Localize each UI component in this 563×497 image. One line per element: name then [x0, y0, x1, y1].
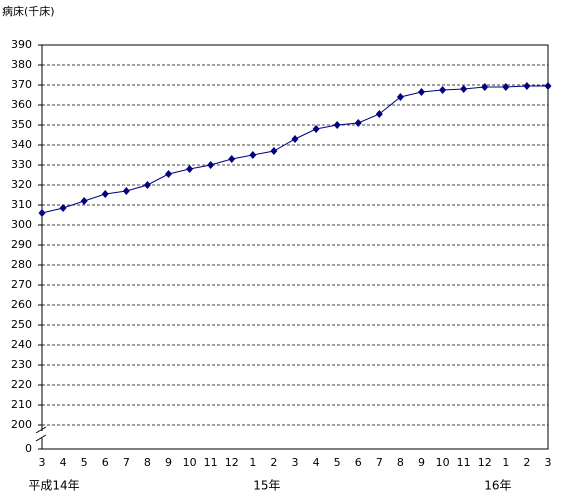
- y-tick-label: 290: [11, 238, 32, 251]
- axis-break: [35, 426, 47, 434]
- marker: [502, 83, 510, 91]
- marker: [291, 135, 299, 143]
- y-tick-label: 380: [11, 58, 32, 71]
- x-tick-label: 3: [39, 456, 46, 469]
- marker: [439, 86, 447, 94]
- x-tick-label: 8: [144, 456, 151, 469]
- x-tick-label: 8: [397, 456, 404, 469]
- marker: [312, 125, 320, 133]
- y-tick-label: 220: [11, 378, 32, 391]
- y-tick-label: 240: [11, 338, 32, 351]
- x-tick-label: 11: [457, 456, 471, 469]
- marker: [165, 170, 172, 178]
- marker: [122, 187, 130, 195]
- x-tick-label: 5: [334, 456, 341, 469]
- y-tick-label: 210: [11, 398, 32, 411]
- marker: [207, 161, 215, 169]
- y-tick-label: 300: [11, 218, 32, 231]
- x-tick-label: 12: [225, 456, 239, 469]
- marker: [481, 83, 489, 91]
- marker: [354, 119, 362, 127]
- y-axis-label: 病床(千床): [2, 4, 55, 18]
- x-group-label: 16年: [484, 479, 511, 493]
- x-tick-label: 4: [60, 456, 67, 469]
- y-tick-label: 320: [11, 178, 32, 191]
- x-tick-label: 7: [123, 456, 130, 469]
- marker: [396, 93, 404, 101]
- y-tick-label: 370: [11, 78, 32, 91]
- x-tick-label: 3: [545, 456, 552, 469]
- y-tick-label: 350: [11, 118, 32, 131]
- x-tick-label: 11: [204, 456, 218, 469]
- y-tick-label: 270: [11, 278, 32, 291]
- marker: [249, 151, 257, 159]
- y-tick-label: 390: [11, 38, 32, 51]
- marker: [38, 209, 46, 217]
- axis-break-gap: [36, 431, 48, 438]
- x-tick-label: 1: [249, 456, 256, 469]
- marker: [333, 121, 341, 129]
- x-tick-label: 6: [355, 456, 362, 469]
- x-group-label: 平成14年: [28, 479, 79, 493]
- x-tick-label: 5: [81, 456, 88, 469]
- axis-break: [35, 434, 47, 442]
- x-tick-label: 9: [165, 456, 172, 469]
- plot-frame: [41, 44, 549, 450]
- marker: [270, 147, 278, 155]
- y-tick-label: 230: [11, 358, 32, 371]
- marker: [59, 204, 67, 212]
- marker: [101, 190, 109, 198]
- y-tick-label: 330: [11, 158, 32, 171]
- marker: [418, 88, 425, 96]
- y-tick-label: 310: [11, 198, 32, 211]
- x-tick-label: 2: [523, 456, 530, 469]
- x-tick-label: 12: [478, 456, 492, 469]
- x-tick-label: 9: [418, 456, 425, 469]
- x-tick-label: 4: [313, 456, 320, 469]
- y-tick-label: 260: [11, 298, 32, 311]
- x-tick-label: 10: [183, 456, 197, 469]
- marker: [375, 110, 383, 118]
- marker: [228, 155, 236, 163]
- x-tick-label: 6: [102, 456, 109, 469]
- x-tick-label: 7: [376, 456, 383, 469]
- x-tick-label: 2: [270, 456, 277, 469]
- marker: [186, 165, 194, 173]
- marker: [80, 197, 88, 205]
- y-tick-label: 360: [11, 98, 32, 111]
- marker: [460, 85, 468, 93]
- x-tick-label: 10: [436, 456, 450, 469]
- y-tick-label: 200: [11, 418, 32, 431]
- marker: [523, 82, 531, 90]
- y-tick-label: 280: [11, 258, 32, 271]
- x-group-label: 15年: [253, 479, 280, 493]
- y-tick-label: 250: [11, 318, 32, 331]
- x-tick-label: 1: [502, 456, 509, 469]
- marker: [143, 181, 151, 189]
- y-tick-label: 0: [25, 442, 32, 455]
- x-tick-label: 3: [292, 456, 299, 469]
- y-tick-label: 340: [11, 138, 32, 151]
- marker: [544, 82, 552, 90]
